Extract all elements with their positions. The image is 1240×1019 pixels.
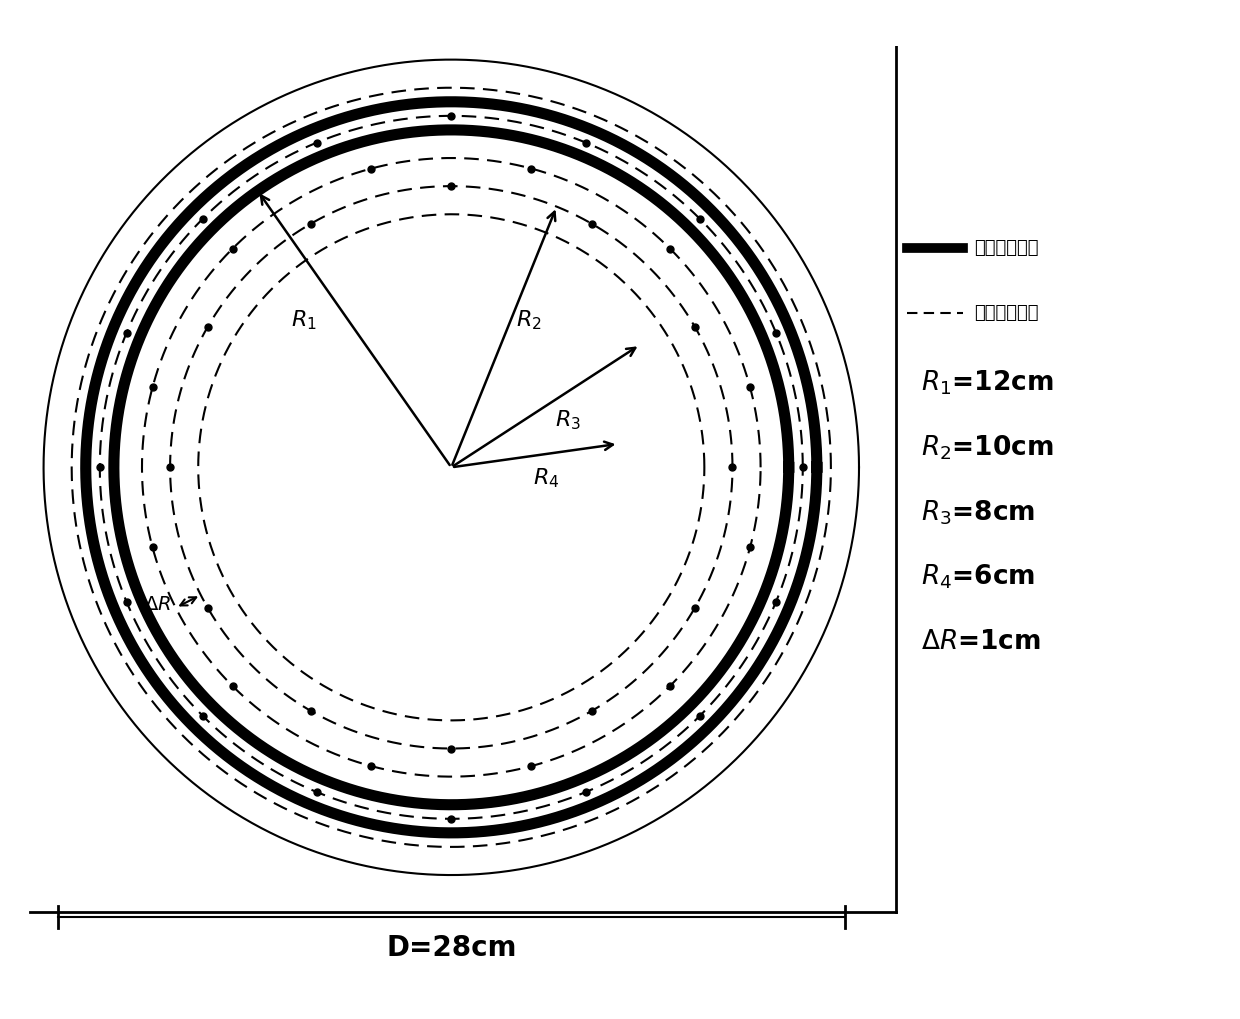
Text: 上表面样品槽: 上表面样品槽: [975, 239, 1039, 257]
Text: D=28cm: D=28cm: [386, 934, 517, 962]
Text: $R_4$=6cm: $R_4$=6cm: [921, 562, 1035, 591]
Text: $\Delta R$: $\Delta R$: [144, 595, 171, 613]
Text: $R_4$: $R_4$: [533, 467, 559, 490]
Text: $R_2$: $R_2$: [516, 309, 542, 332]
Text: $R_3$: $R_3$: [556, 409, 582, 432]
Text: $R_1$=12cm: $R_1$=12cm: [921, 369, 1054, 397]
Text: $R_3$=8cm: $R_3$=8cm: [921, 498, 1035, 527]
Text: $R_1$: $R_1$: [291, 309, 317, 332]
Text: 下表面样品槽: 下表面样品槽: [975, 304, 1039, 322]
Text: $R_2$=10cm: $R_2$=10cm: [921, 433, 1054, 462]
Text: $\Delta R$=1cm: $\Delta R$=1cm: [921, 629, 1040, 654]
